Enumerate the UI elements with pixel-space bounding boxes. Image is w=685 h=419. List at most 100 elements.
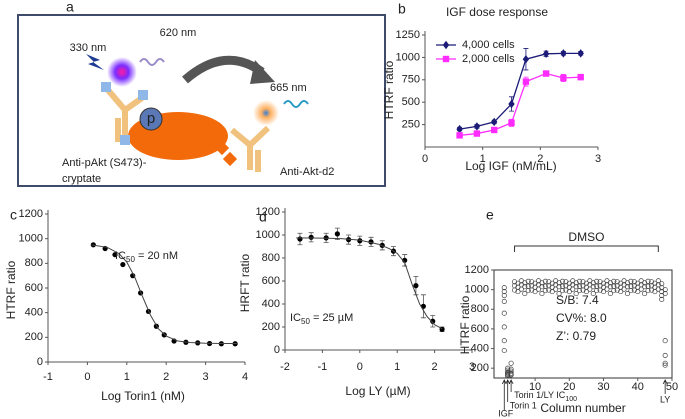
point — [529, 279, 535, 285]
phospho-site — [139, 107, 163, 131]
y-tick-label: 400 — [471, 342, 489, 354]
x-tick-label: 3 — [469, 361, 475, 373]
antibody-tip — [101, 82, 111, 92]
arrow — [501, 379, 507, 410]
point — [570, 286, 576, 292]
chart-title: IGF dose response — [446, 5, 548, 19]
point — [618, 289, 624, 295]
marker — [577, 73, 584, 81]
point — [607, 284, 613, 290]
x-tick-label: 1 — [480, 153, 486, 165]
point — [556, 291, 562, 297]
antibody-label: Anti-Akt-d2 — [280, 166, 334, 178]
marker — [508, 119, 515, 127]
point — [642, 284, 648, 290]
point — [611, 278, 617, 284]
marker — [112, 252, 118, 258]
y-tick-label: 400 — [25, 307, 43, 319]
x-tick-label: 10 — [529, 381, 541, 393]
point — [624, 280, 631, 286]
point — [518, 286, 524, 292]
acceptor-glow — [253, 100, 279, 126]
y-tick-label: 600 — [471, 323, 489, 335]
point — [645, 278, 651, 284]
point — [655, 278, 661, 284]
y-tick-label: 1200 — [256, 206, 280, 218]
phospho-label: p — [147, 110, 155, 127]
marker — [542, 70, 550, 77]
annotation-text: Torin 1/LY IC — [514, 390, 566, 400]
point — [515, 280, 521, 286]
point — [556, 280, 562, 286]
marker — [308, 234, 314, 240]
panel-e: 200 400 600 800 1000 1200 10 20 30 40 50 e Column nu… — [458, 207, 678, 419]
stat-label: CV%: 8.0 — [556, 311, 607, 325]
point — [659, 281, 665, 287]
x-tick-label: 50 — [666, 381, 678, 393]
point — [587, 286, 593, 292]
point — [511, 287, 518, 293]
y-tick-label: 200 — [25, 331, 43, 343]
point — [532, 289, 538, 295]
x-tick-label: 2 — [537, 153, 543, 165]
x-tick-label: -1 — [318, 361, 328, 373]
x-tick-label: -2 — [280, 361, 290, 373]
panel-a: a p 620 nm 330 nm 665 nm Anti-pAkt (S473… — [17, 0, 386, 187]
point — [539, 284, 545, 290]
marker — [522, 78, 530, 85]
antibody-label: Anti-pAkt (S473)- — [62, 157, 147, 169]
marker — [297, 236, 303, 242]
point — [501, 347, 507, 354]
point — [580, 279, 586, 285]
y-tick-label: 800 — [471, 303, 489, 315]
point — [600, 280, 607, 286]
y-axis-label: HRFT ratio — [238, 253, 252, 312]
point — [549, 289, 555, 295]
point — [583, 289, 589, 295]
legend-marker — [442, 55, 450, 63]
antibody-tip — [120, 135, 130, 145]
y-tick-label: 0 — [37, 356, 43, 368]
x-tick-label: -1 — [43, 371, 53, 383]
point — [559, 288, 566, 294]
annotation-sub: 50 — [301, 317, 310, 326]
panel-letter: b — [398, 1, 406, 17]
point — [535, 286, 542, 292]
plot-frame — [493, 269, 673, 379]
point — [662, 362, 668, 368]
point — [607, 291, 613, 297]
point — [638, 286, 644, 292]
point — [522, 284, 528, 290]
point — [532, 280, 538, 286]
point — [501, 285, 507, 291]
legend-marker — [442, 40, 450, 50]
x-tick-label: 20 — [563, 381, 575, 393]
x-axis-label: Log LY (µM) — [345, 384, 410, 398]
y-axis-label: HTRF ratio — [4, 260, 18, 319]
point — [508, 366, 514, 372]
point — [501, 310, 507, 316]
point — [501, 292, 507, 299]
point — [645, 288, 651, 294]
point — [583, 280, 589, 286]
y-tick-label: 1250 — [396, 29, 420, 41]
excitation-flash — [86, 54, 104, 70]
point — [614, 287, 620, 293]
point — [525, 278, 531, 284]
annotation-text: = 20 nM — [135, 250, 178, 262]
antibody-tip — [138, 90, 148, 100]
antibody-right — [230, 125, 271, 172]
point — [590, 291, 596, 297]
wavelength-label: 330 nm — [70, 42, 107, 54]
d2-acceptor — [222, 151, 238, 167]
point — [659, 296, 665, 303]
marker — [130, 273, 136, 279]
point — [573, 291, 579, 297]
bracket-label: DMSO — [568, 230, 604, 244]
point — [662, 338, 668, 344]
point — [631, 287, 637, 293]
x-tick-label: 4 — [242, 371, 248, 383]
point — [563, 287, 569, 293]
y-tick-label: 800 — [25, 257, 43, 269]
